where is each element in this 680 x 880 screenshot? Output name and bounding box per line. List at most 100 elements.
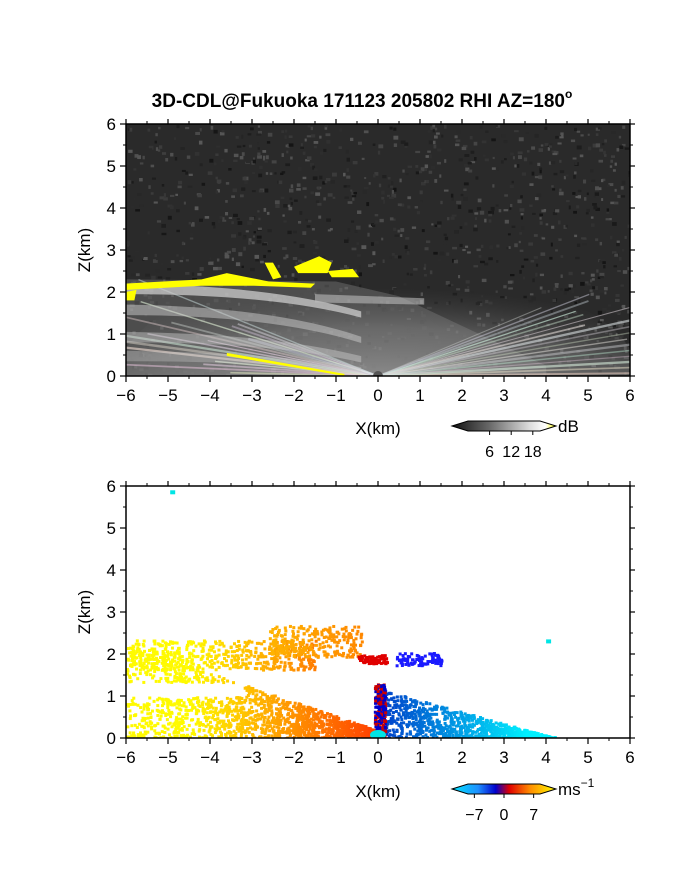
velocity-pixel — [323, 650, 327, 654]
noise-pixel — [281, 153, 284, 157]
velocity-pixel — [145, 666, 149, 670]
velocity-pixel — [352, 728, 356, 732]
noise-pixel — [287, 143, 290, 148]
velocity-pixel — [313, 725, 317, 729]
velocity-pixel — [191, 668, 195, 672]
noise-pixel — [381, 190, 385, 195]
noise-pixel — [185, 259, 189, 262]
noise-pixel — [602, 307, 607, 311]
velocity-pixel — [153, 647, 157, 651]
velocity-pixel — [273, 656, 277, 660]
noise-pixel — [520, 213, 524, 216]
velocity-pixel — [432, 725, 436, 729]
noise-pixel — [469, 135, 473, 140]
velocity-pixel — [141, 717, 145, 721]
noise-pixel — [170, 260, 175, 264]
velocity-pixel — [250, 721, 254, 725]
velocity-pixel — [173, 723, 177, 727]
velocity-pixel — [136, 703, 140, 707]
y-axis-label-1: Z(km) — [75, 228, 94, 272]
noise-pixel — [416, 211, 421, 215]
noise-pixel — [539, 217, 542, 220]
velocity-pixel — [411, 724, 415, 728]
noise-pixel — [605, 218, 610, 221]
velocity-pixel — [237, 656, 241, 660]
velocity-pixel — [435, 735, 439, 738]
velocity-pixel — [241, 650, 245, 654]
noise-pixel — [614, 188, 617, 192]
velocity-pixel — [246, 712, 250, 716]
velocity-pixel — [236, 658, 240, 662]
noise-pixel — [137, 155, 141, 160]
velocity-pixel — [504, 726, 508, 730]
velocity-pixel — [300, 710, 304, 714]
velocity-pixel — [277, 703, 281, 707]
noise-pixel — [533, 256, 538, 259]
noise-pixel — [128, 149, 133, 153]
noise-pixel — [611, 131, 616, 134]
velocity-pixel — [165, 679, 169, 683]
velocity-pixel — [268, 651, 272, 655]
noise-pixel — [606, 184, 610, 188]
velocity-pixel — [345, 720, 349, 724]
x-tick-label: −5 — [158, 386, 177, 405]
velocity-pixel — [311, 707, 315, 711]
velocity-pixel — [191, 666, 195, 670]
velocity-pixel — [364, 656, 368, 660]
velocity-pixel — [206, 723, 210, 727]
noise-pixel — [574, 161, 578, 166]
velocity-pixel — [314, 723, 318, 727]
noise-pixel — [326, 139, 331, 144]
noise-pixel — [465, 167, 470, 172]
velocity-pixel — [419, 732, 423, 736]
velocity-pixel — [150, 709, 154, 713]
velocity-pixel — [275, 651, 279, 655]
velocity-pixel — [197, 642, 201, 646]
noise-pixel — [467, 161, 472, 165]
velocity-pixel — [407, 723, 411, 727]
noise-pixel — [239, 156, 244, 160]
velocity-pixel — [297, 736, 301, 738]
velocity-pixel — [346, 653, 350, 657]
velocity-pixel — [228, 725, 232, 729]
noise-pixel — [430, 126, 436, 130]
velocity-pixel — [207, 730, 211, 734]
noise-pixel — [488, 210, 492, 215]
velocity-pixel — [136, 648, 140, 652]
velocity-pixel — [387, 734, 391, 738]
velocity-pixel — [286, 736, 290, 738]
velocity-pixel — [194, 696, 198, 700]
noise-pixel — [552, 188, 556, 191]
radial-ray — [237, 323, 379, 376]
velocity-pixel — [178, 700, 182, 704]
velocity-pixel — [303, 653, 307, 657]
noise-pixel — [257, 152, 261, 157]
velocity-pixel — [321, 645, 325, 649]
velocity-pixel — [336, 641, 340, 645]
velocity-pixel — [345, 722, 349, 726]
velocity-pixel — [140, 710, 144, 714]
x-tick-label: 6 — [625, 386, 634, 405]
velocity-pixel — [138, 664, 142, 668]
velocity-pixel — [222, 644, 226, 648]
velocity-pixel — [494, 735, 498, 738]
x-tick-label: 4 — [541, 386, 550, 405]
velocity-pixel — [204, 724, 208, 728]
velocity-pixel — [453, 711, 457, 715]
velocity-pixel — [270, 711, 274, 715]
velocity-pixel — [356, 722, 360, 726]
velocity-pixel — [478, 715, 482, 719]
velocity-pixel — [219, 719, 223, 723]
noise-pixel — [597, 127, 602, 130]
noise-pixel — [616, 242, 620, 247]
velocity-pixel — [224, 649, 228, 653]
velocity-pixel — [434, 661, 438, 665]
velocity-pixel — [302, 706, 306, 710]
velocity-pixel — [185, 727, 189, 731]
velocity-pixel — [348, 732, 352, 736]
velocity-pixel — [222, 709, 226, 713]
velocity-pixel — [300, 661, 304, 665]
velocity-pixel — [165, 672, 169, 676]
velocity-pixel — [340, 726, 344, 730]
velocity-pixel — [227, 725, 231, 729]
